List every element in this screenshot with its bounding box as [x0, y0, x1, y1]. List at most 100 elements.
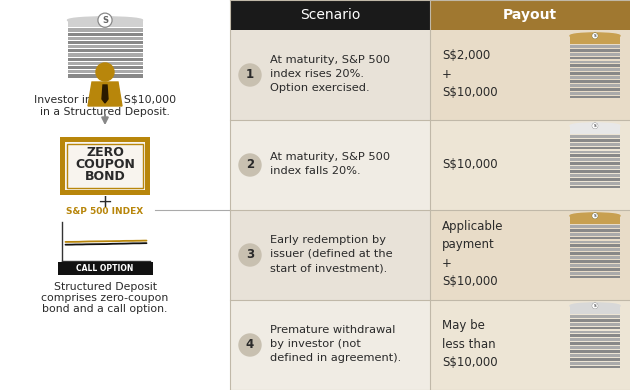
Bar	[570, 338, 620, 341]
Text: CALL OPTION: CALL OPTION	[76, 264, 134, 273]
Text: S: S	[102, 16, 108, 25]
Text: S$2,000
+
S$10,000: S$2,000 + S$10,000	[442, 49, 498, 99]
Bar	[570, 264, 620, 267]
Bar	[570, 330, 620, 333]
Circle shape	[592, 33, 597, 38]
Bar	[570, 319, 620, 322]
Text: At maturity, S&P 500
index rises 20%.
Option exercised.: At maturity, S&P 500 index rises 20%. Op…	[270, 55, 390, 93]
Bar	[570, 182, 620, 184]
Circle shape	[592, 213, 597, 218]
Circle shape	[592, 123, 597, 128]
Text: Applicable
payment
+
S$10,000: Applicable payment + S$10,000	[442, 220, 503, 288]
Bar	[67, 62, 142, 65]
Bar	[570, 260, 620, 263]
Bar	[230, 210, 430, 300]
Bar	[570, 68, 620, 71]
Ellipse shape	[570, 213, 620, 219]
Text: comprises zero-coupon: comprises zero-coupon	[42, 293, 169, 303]
Bar	[67, 49, 142, 53]
Bar	[230, 30, 430, 120]
Bar	[570, 57, 620, 59]
Bar	[570, 92, 620, 94]
Circle shape	[592, 303, 597, 308]
Text: S: S	[593, 214, 597, 218]
Bar	[570, 346, 620, 349]
Circle shape	[593, 304, 597, 308]
Bar	[570, 174, 620, 177]
Circle shape	[593, 214, 597, 218]
Bar	[570, 334, 620, 337]
Bar	[570, 358, 620, 361]
Bar	[570, 362, 620, 365]
Text: Scenario: Scenario	[300, 8, 360, 22]
Bar	[67, 74, 142, 78]
Bar	[570, 84, 620, 87]
Bar	[67, 70, 142, 73]
Text: 3: 3	[246, 248, 254, 262]
Text: Payout: Payout	[503, 8, 557, 22]
Bar	[570, 186, 620, 188]
Bar	[430, 120, 630, 210]
Text: in a Structured Deposit.: in a Structured Deposit.	[40, 107, 170, 117]
Text: S&P 500 INDEX: S&P 500 INDEX	[66, 207, 144, 216]
Circle shape	[239, 244, 261, 266]
Bar	[570, 80, 620, 83]
Bar	[430, 0, 630, 30]
Bar	[570, 162, 620, 165]
Bar	[67, 37, 142, 40]
Bar	[65, 142, 145, 190]
Bar	[570, 154, 620, 157]
Bar	[570, 135, 620, 138]
Text: BOND: BOND	[84, 170, 125, 183]
Text: May be
less than
S$10,000: May be less than S$10,000	[442, 319, 498, 369]
Circle shape	[593, 34, 597, 38]
Bar	[570, 315, 620, 318]
Bar	[570, 96, 620, 98]
Bar	[430, 30, 630, 120]
Bar	[67, 45, 142, 48]
Bar	[60, 137, 150, 195]
Bar	[230, 300, 430, 390]
Bar	[570, 252, 620, 255]
Bar	[67, 33, 142, 36]
Circle shape	[98, 13, 112, 27]
Bar	[570, 354, 620, 357]
Bar	[570, 323, 620, 326]
Text: 4: 4	[246, 339, 254, 351]
Bar	[570, 350, 620, 353]
Bar	[230, 0, 430, 30]
Bar	[430, 210, 630, 300]
Circle shape	[239, 154, 261, 176]
Bar	[570, 268, 620, 271]
Bar	[570, 256, 620, 259]
Circle shape	[96, 63, 114, 81]
Bar	[570, 139, 620, 142]
Text: S: S	[593, 124, 597, 128]
Bar	[570, 233, 620, 236]
Polygon shape	[88, 82, 122, 106]
Bar	[570, 88, 620, 90]
Bar	[570, 237, 620, 239]
Bar	[570, 64, 620, 67]
Bar	[67, 41, 142, 44]
Bar	[570, 276, 620, 278]
Ellipse shape	[570, 303, 620, 308]
Ellipse shape	[570, 123, 620, 129]
Bar	[570, 248, 620, 251]
Bar	[67, 20, 142, 27]
Bar	[570, 241, 620, 243]
Bar	[570, 170, 620, 173]
Bar	[67, 58, 142, 61]
Text: COUPON: COUPON	[75, 158, 135, 170]
Text: Investor invests S$10,000: Investor invests S$10,000	[34, 95, 176, 105]
Bar	[57, 220, 152, 275]
Bar	[570, 45, 620, 48]
Text: bond and a call option.: bond and a call option.	[42, 304, 168, 314]
Bar	[230, 120, 430, 210]
Bar	[570, 147, 620, 149]
Bar	[570, 49, 620, 51]
Bar	[570, 178, 620, 181]
Text: Structured Deposit: Structured Deposit	[54, 282, 156, 292]
Circle shape	[100, 14, 111, 26]
Circle shape	[239, 64, 261, 86]
